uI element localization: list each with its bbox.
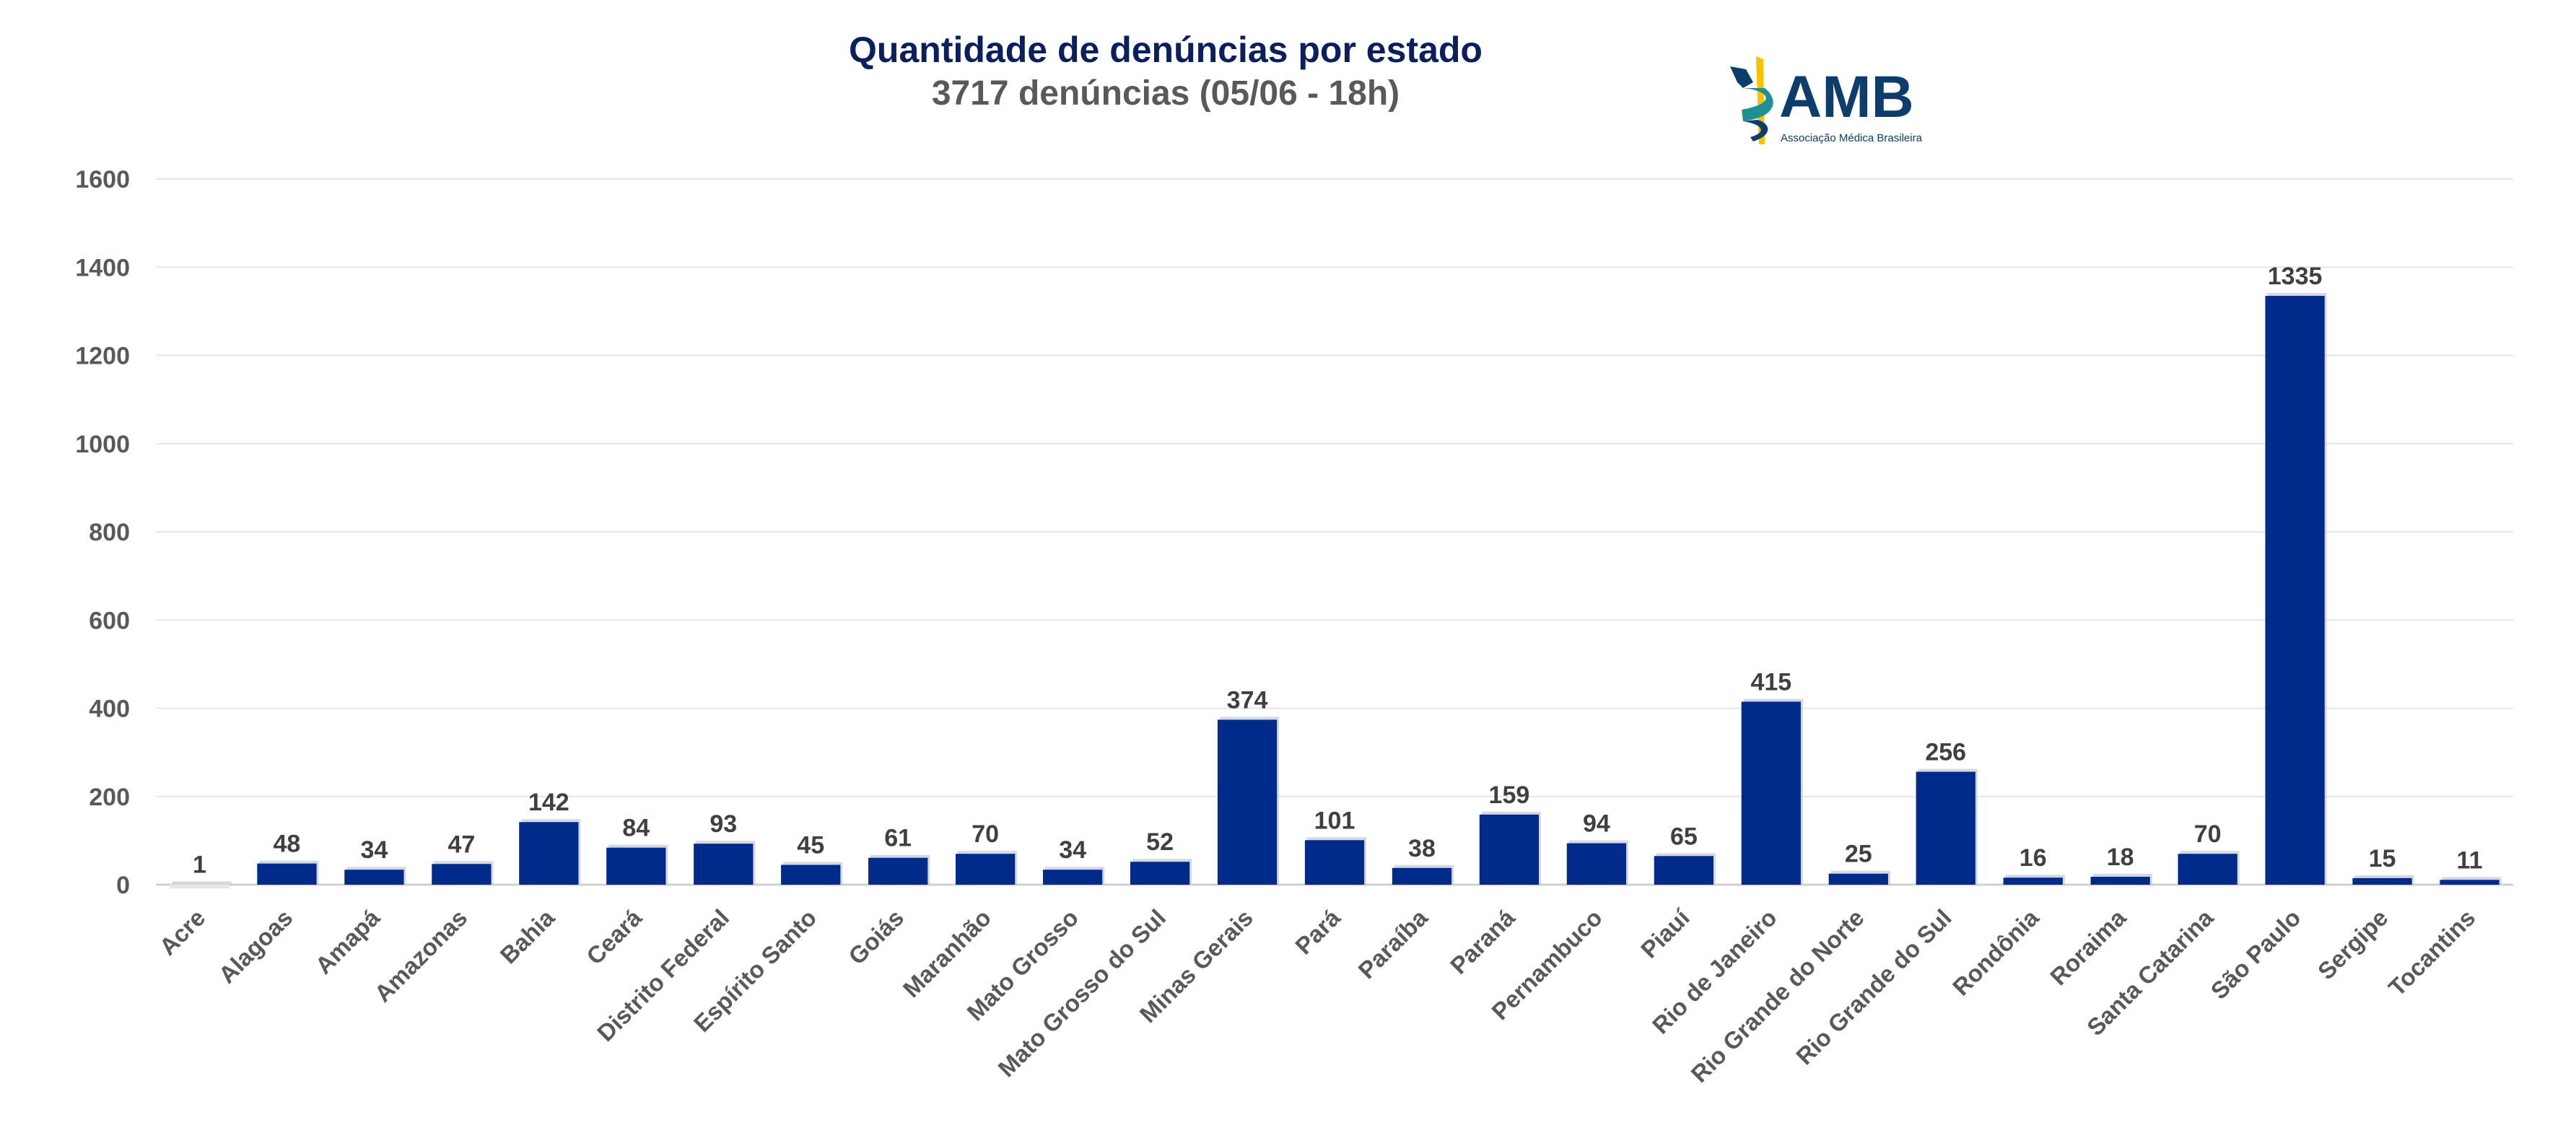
x-tick-label: Piauí (1636, 903, 1695, 963)
bar (1741, 701, 1801, 885)
bar (1392, 867, 1452, 885)
data-label: 1335 (2268, 263, 2323, 290)
bar (2090, 876, 2150, 885)
data-label: 34 (360, 836, 388, 864)
bar (257, 863, 317, 885)
logo-text: AMB (1779, 64, 1914, 130)
bar (781, 864, 841, 885)
bar (1479, 814, 1540, 885)
data-label: 415 (1750, 668, 1791, 696)
x-tick-label: Sergipe (2313, 904, 2393, 985)
chart-title: Quantidade de denúncias por estado (849, 30, 1483, 70)
bar (1828, 873, 1888, 885)
bar (2440, 880, 2499, 885)
data-label: 18 (2107, 844, 2134, 871)
data-label: 93 (710, 810, 737, 838)
x-tick-label: Rio Grande do Sul (1791, 904, 1957, 1070)
data-label: 11 (2457, 846, 2483, 874)
bar (519, 822, 579, 885)
data-label: 142 (528, 789, 569, 816)
x-tick-label: Mato Grosso do Sul (992, 904, 1171, 1082)
x-tick-label: Amapá (310, 903, 385, 979)
data-label: 48 (274, 831, 301, 858)
bar (868, 857, 928, 885)
data-label: 16 (2020, 844, 2047, 872)
data-label: 38 (1408, 835, 1436, 862)
amb-logo: AMB Associação Médica Brasileira (1730, 56, 1923, 144)
data-label: 52 (1146, 828, 1174, 856)
data-label: 15 (2369, 845, 2396, 872)
data-label: 25 (1845, 841, 1872, 868)
bar (956, 854, 1016, 885)
data-label: 374 (1227, 686, 1268, 714)
data-label: 34 (1059, 836, 1086, 864)
y-tick-label: 200 (89, 784, 130, 811)
data-label: 45 (797, 831, 824, 859)
y-tick-label: 1400 (75, 254, 130, 281)
y-tick-label: 0 (116, 872, 130, 899)
x-tick-label: Pará (1290, 903, 1345, 959)
data-label: 70 (972, 820, 999, 848)
data-label: 47 (447, 831, 475, 858)
x-tick-label: Acre (154, 904, 210, 960)
x-tick-label: Rondônia (1947, 903, 2044, 1000)
bar (1916, 771, 1975, 885)
bar (1217, 719, 1278, 885)
x-tick-label: Tocantins (2383, 904, 2481, 1002)
bar-shadow (172, 881, 232, 885)
x-tick-label: Amazonas (369, 904, 472, 1007)
bar (1304, 840, 1365, 885)
bar (606, 847, 666, 885)
data-label: 94 (1583, 810, 1610, 838)
bar (344, 870, 404, 885)
bar (432, 864, 492, 885)
data-label: 101 (1314, 807, 1355, 834)
bar (2352, 877, 2412, 885)
data-label: 61 (884, 825, 912, 852)
bar (1654, 856, 1713, 885)
bar (1130, 862, 1190, 885)
bar (2265, 295, 2325, 885)
bar (1042, 870, 1103, 885)
data-label: 65 (1670, 823, 1698, 850)
data-label: 256 (1925, 739, 1966, 766)
x-tick-label: São Paulo (2206, 904, 2306, 1004)
y-tick-label: 1600 (75, 166, 130, 193)
x-tick-label: Ceará (581, 903, 647, 969)
y-tick-label: 400 (89, 696, 130, 723)
data-label: 70 (2194, 820, 2222, 848)
data-label: 1 (193, 851, 206, 878)
y-tick-label: 800 (89, 519, 130, 546)
x-tick-label: Roraima (2045, 903, 2131, 990)
x-tick-label: Alagoas (213, 904, 297, 989)
logo-subtext: Associação Médica Brasileira (1781, 132, 1923, 144)
chart-subtitle: 3717 denúncias (05/06 - 18h) (931, 74, 1400, 113)
x-tick-label: Goiás (843, 904, 909, 970)
bar (170, 884, 230, 889)
bar (2003, 877, 2063, 885)
bar (2178, 854, 2237, 885)
x-tick-label: Rio Grande do Norte (1685, 904, 1869, 1087)
x-tick-label: Bahia (495, 903, 560, 968)
data-label: 159 (1489, 782, 1530, 809)
x-tick-label: Paraíba (1353, 903, 1433, 984)
data-label: 84 (622, 815, 650, 842)
x-tick-label: Paraná (1445, 903, 1520, 979)
y-tick-label: 1200 (75, 343, 130, 370)
y-tick-label: 600 (89, 607, 130, 634)
bar (694, 844, 754, 885)
y-tick-label: 1000 (75, 431, 130, 458)
bar (1566, 843, 1627, 885)
